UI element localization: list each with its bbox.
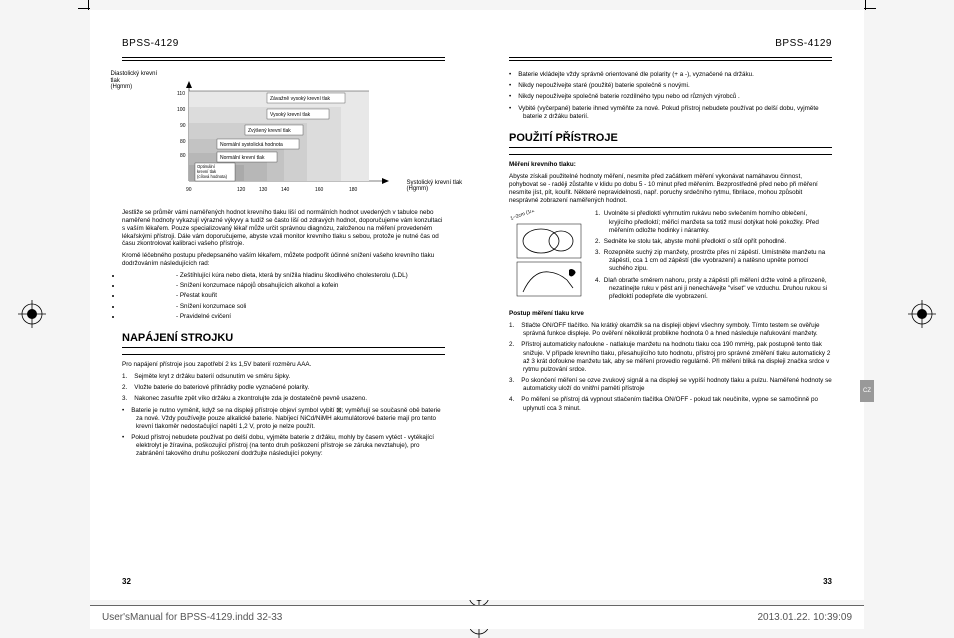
list-item: 2. Vložte baterie do bateriové přihrádky… [122, 384, 445, 392]
svg-text:180: 180 [349, 187, 358, 193]
subheading-procedure: Postup měření tlaku krve [509, 310, 832, 318]
page-number: 32 [122, 577, 131, 586]
rec-item: - Přestat kouřit [122, 292, 445, 300]
list-item: 3. Nakonec zasuňte zpět víko držáku a zk… [122, 395, 445, 403]
svg-text:80: 80 [180, 153, 186, 159]
document-spread: BPSS-4129 Diastolický krevní tlak (Hgmm)… [90, 10, 864, 600]
rec-item: - Zeštíhlující kúra nebo dieta, která by… [122, 272, 445, 280]
svg-text:110: 110 [177, 91, 185, 97]
svg-text:120: 120 [237, 187, 246, 193]
chart-xlabel: Systolický krevní tlak (Hgmm) [407, 180, 467, 193]
svg-text:(cílová hodnota): (cílová hodnota) [197, 174, 228, 179]
list-item: 3. Rozepněte suchý zip manžety, prostrčt… [595, 249, 832, 274]
instruction-illustration: 1~2cm (1/2"~1") [509, 210, 589, 300]
svg-text:160: 160 [315, 187, 324, 193]
list-item: 1. Stlačte ON/OFF tlačítko. Na krátký ok… [509, 322, 832, 338]
heading-usage: POUŽITÍ PŘÍSTROJE [509, 131, 832, 148]
svg-text:Normální krevní tlak: Normální krevní tlak [220, 155, 265, 161]
svg-text:80: 80 [180, 139, 186, 145]
svg-text:1~2cm (1/2"~1"): 1~2cm (1/2"~1") [510, 210, 546, 222]
chart-svg: Závažně vysoký krevní tlak Vysoký krevní… [167, 81, 397, 196]
power-intro: Pro napájení přístroje jsou zapotřebí 2 … [122, 361, 445, 369]
list-item: 2. Přístroj automaticky nafoukne - natla… [509, 341, 832, 374]
list-item: • Nikdy nepoužívejte staré (použité) bat… [509, 82, 832, 90]
header-model: BPSS-4129 [509, 38, 832, 49]
heading-power: NAPÁJENÍ STROJKU [122, 331, 445, 348]
list-item: • Baterie je nutno vyměnit, když se na d… [122, 407, 445, 432]
battery-bullets: • Baterie vkládejte vždy správně oriento… [509, 71, 832, 121]
language-tab: CZ [860, 380, 874, 402]
chart-ylabel: Diastolický krevní tlak (Hgmm) [111, 71, 163, 91]
svg-text:130: 130 [259, 187, 268, 193]
list-item: 4. Po měření se přístroj dá vypnout stla… [509, 396, 832, 412]
recommendations-list: - Zeštíhlující kúra nebo dieta, která by… [122, 272, 445, 321]
footer-timestamp: 2013.01.22. 10:39:09 [757, 612, 852, 623]
list-item: 1. Uvolněte si předloktí vyhrnutím rukáv… [595, 210, 832, 235]
instruction-block: 1~2cm (1/2"~1") 1. Uvolněte si předloktí… [509, 210, 832, 304]
svg-text:Vysoký krevní tlak: Vysoký krevní tlak [270, 112, 311, 118]
svg-text:Zvýšený krevní tlak: Zvýšený krevní tlak [248, 128, 291, 134]
intro-para-2: Kromě léčebného postupu předepsaného vaš… [122, 252, 445, 268]
list-item: • Vybité (vyčerpané) baterie ihned vyměň… [509, 105, 832, 121]
procedure-list: 1. Stlačte ON/OFF tlačítko. Na krátký ok… [509, 322, 832, 413]
power-steps: 1. Sejměte kryt z držáku baterií odsunut… [122, 373, 445, 404]
instruction-list: 1. Uvolněte si předloktí vyhrnutím rukáv… [595, 210, 832, 301]
meas-intro: Abyste získali použitelné hodnoty měření… [509, 173, 832, 204]
page-right: BPSS-4129 • Baterie vkládejte vždy správ… [477, 10, 864, 600]
svg-text:Závažně vysoký krevní tlak: Závažně vysoký krevní tlak [270, 96, 331, 102]
page-left: BPSS-4129 Diastolický krevní tlak (Hgmm)… [90, 10, 477, 600]
svg-text:90: 90 [180, 123, 186, 129]
power-bullets: • Baterie je nutno vyměnit, když se na d… [122, 407, 445, 459]
list-item: 1. Sejměte kryt z držáku baterií odsunut… [122, 373, 445, 381]
svg-text:90: 90 [186, 187, 192, 193]
page-number: 33 [823, 577, 832, 586]
rec-item: - Pravidelné cvičení [122, 313, 445, 321]
left-body: Jestliže se průměr vámi naměřených hodno… [122, 209, 445, 459]
list-item: • Pokud přístroj nebudete používat po de… [122, 434, 445, 459]
list-item: 2. Sedněte ke stolu tak, abyste mohli př… [595, 238, 832, 246]
svg-text:Normální systolická hodnota: Normální systolická hodnota [220, 142, 283, 148]
svg-text:140: 140 [281, 187, 290, 193]
rec-item: - Snížení konzumace soli [122, 303, 445, 311]
list-item: • Baterie vkládejte vždy správně oriento… [509, 71, 832, 79]
rec-item: - Snížení konzumace nápojů obsahujících … [122, 282, 445, 290]
header-model: BPSS-4129 [122, 38, 445, 49]
list-item: 4. Dlaň obraťte směrem nahoru, prsty a z… [595, 277, 832, 302]
subheading-measurement: Měření krevního tlaku: [509, 161, 832, 169]
right-body: • Baterie vkládejte vždy správně oriento… [509, 71, 832, 413]
intro-para-1: Jestliže se průměr vámi naměřených hodno… [122, 209, 445, 248]
bp-chart: Diastolický krevní tlak (Hgmm) Závažně v… [149, 71, 419, 201]
svg-text:100: 100 [177, 107, 186, 113]
imposition-footer: User'sManual for BPSS-4129.indd 32-33 20… [90, 605, 864, 629]
list-item: • Nikdy nepoužívejte společně baterie ro… [509, 93, 832, 101]
list-item: 3. Po skončení měření se ozve zvukový si… [509, 377, 832, 393]
footer-filename: User'sManual for BPSS-4129.indd 32-33 [102, 612, 282, 623]
